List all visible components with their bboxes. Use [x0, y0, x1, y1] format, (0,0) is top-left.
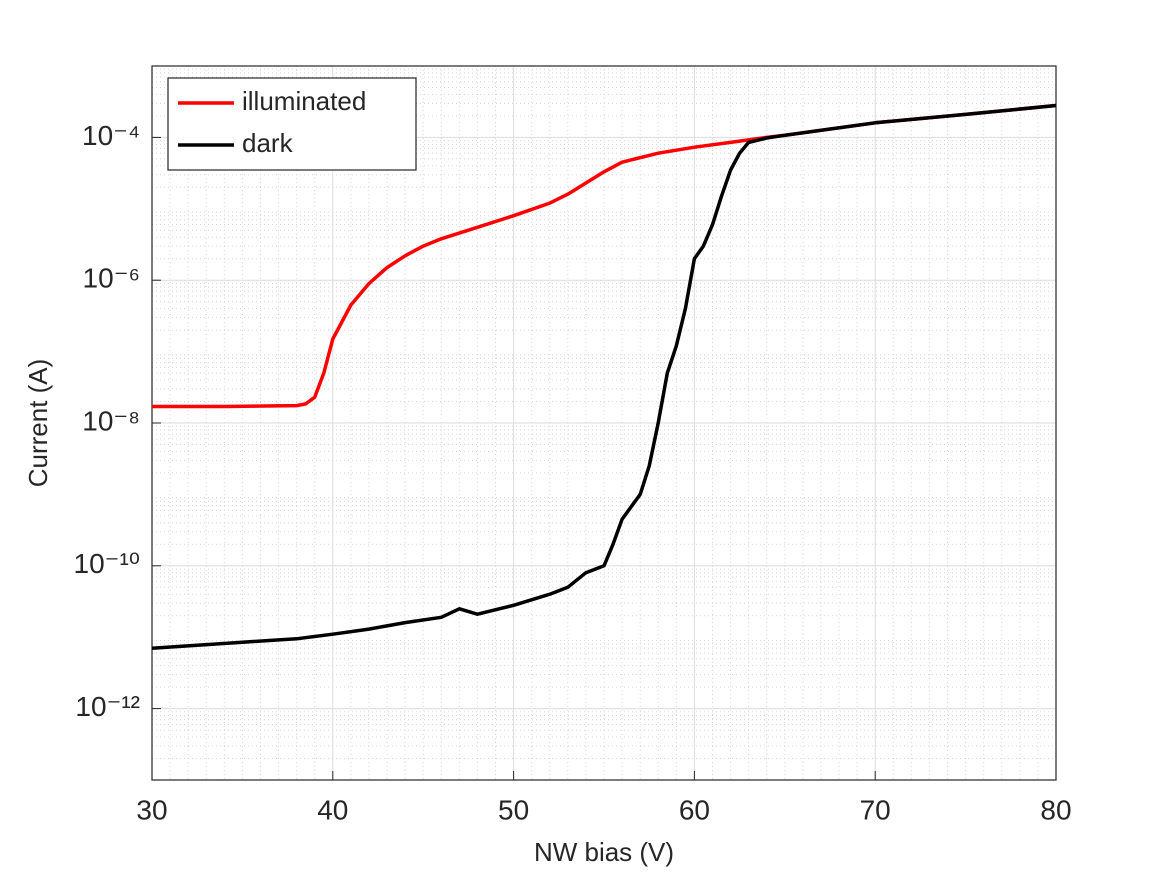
x-tick-label: 60: [679, 794, 710, 825]
legend-label: dark: [242, 128, 294, 158]
x-tick-label: 30: [136, 794, 167, 825]
data-line: [151, 103, 1057, 651]
y-tick-label: 10⁻⁸: [82, 405, 140, 436]
data-line: [152, 103, 1057, 409]
legend-box: [167, 77, 417, 171]
axes-box: [151, 65, 1057, 781]
x-axis-label: NW bias (V): [534, 837, 674, 867]
y-axis-label: Current (A): [23, 359, 53, 488]
x-tick-label: 70: [860, 794, 891, 825]
x-tick-label: 40: [317, 794, 348, 825]
legend-label: illuminated: [242, 86, 366, 116]
y-tick-label: 10⁻⁴: [82, 120, 140, 151]
y-tick-label: 10⁻¹⁰: [74, 548, 140, 579]
x-tick-label: 80: [1040, 794, 1071, 825]
y-tick-label: 10⁻⁶: [83, 263, 140, 294]
y-tick-label: 10⁻¹²: [75, 691, 140, 722]
x-tick-label: 50: [498, 794, 529, 825]
